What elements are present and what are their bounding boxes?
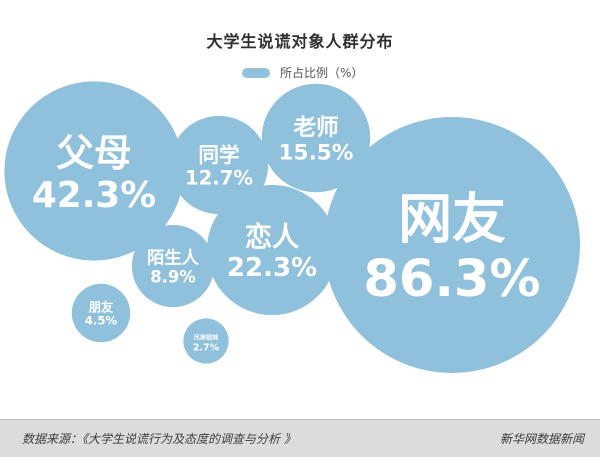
bubble-circle: [261, 83, 371, 193]
legend-label: 所占比例（%）: [280, 66, 364, 80]
bubble-label: 陌生人: [147, 248, 200, 269]
bubble-label: 网友: [398, 188, 506, 251]
bubble-value: 86.3%: [363, 250, 540, 309]
bubble-circle: [131, 224, 215, 308]
bubble-value: 42.3%: [32, 175, 156, 216]
bubble-circle: [71, 283, 131, 343]
bubble-circle: [169, 115, 269, 215]
chart-title: 大学生说谎对象人群分布: [206, 32, 394, 51]
bubble-value: 12.7%: [185, 167, 253, 190]
bubble-value: 15.5%: [279, 141, 354, 166]
bubble-label: 父母: [56, 131, 131, 175]
chart-legend: 所占比例（%）: [242, 64, 363, 81]
bubble-circle: [206, 184, 338, 316]
bubble-value: 22.3%: [227, 253, 317, 283]
bubble-circle: [4, 81, 184, 261]
bubble-label: 朋友: [88, 299, 114, 314]
footer-credit: 新华网数据新闻: [499, 432, 584, 446]
bubble-value: 8.9%: [150, 267, 195, 286]
bubble-value: 2.7%: [193, 343, 220, 354]
bubble-label: 老师: [293, 115, 339, 141]
bubble-value: 4.5%: [85, 314, 118, 328]
bubble-label: 恋人: [245, 221, 300, 253]
bubble-7: 朋友4.5%: [71, 283, 131, 343]
bubble-label: 同学: [198, 143, 239, 167]
bubble-circle: [324, 117, 580, 373]
legend-swatch: [242, 67, 270, 78]
footer-bar: 数据来源：《大学生说谎行为及态度的调查与分析 》 新华网数据新闻: [0, 419, 600, 457]
bubble-label: 兄弟姐妹: [193, 334, 220, 342]
bubble-circle: [183, 318, 229, 364]
footer-source: 数据来源：《大学生说谎行为及态度的调查与分析 》: [22, 432, 296, 446]
